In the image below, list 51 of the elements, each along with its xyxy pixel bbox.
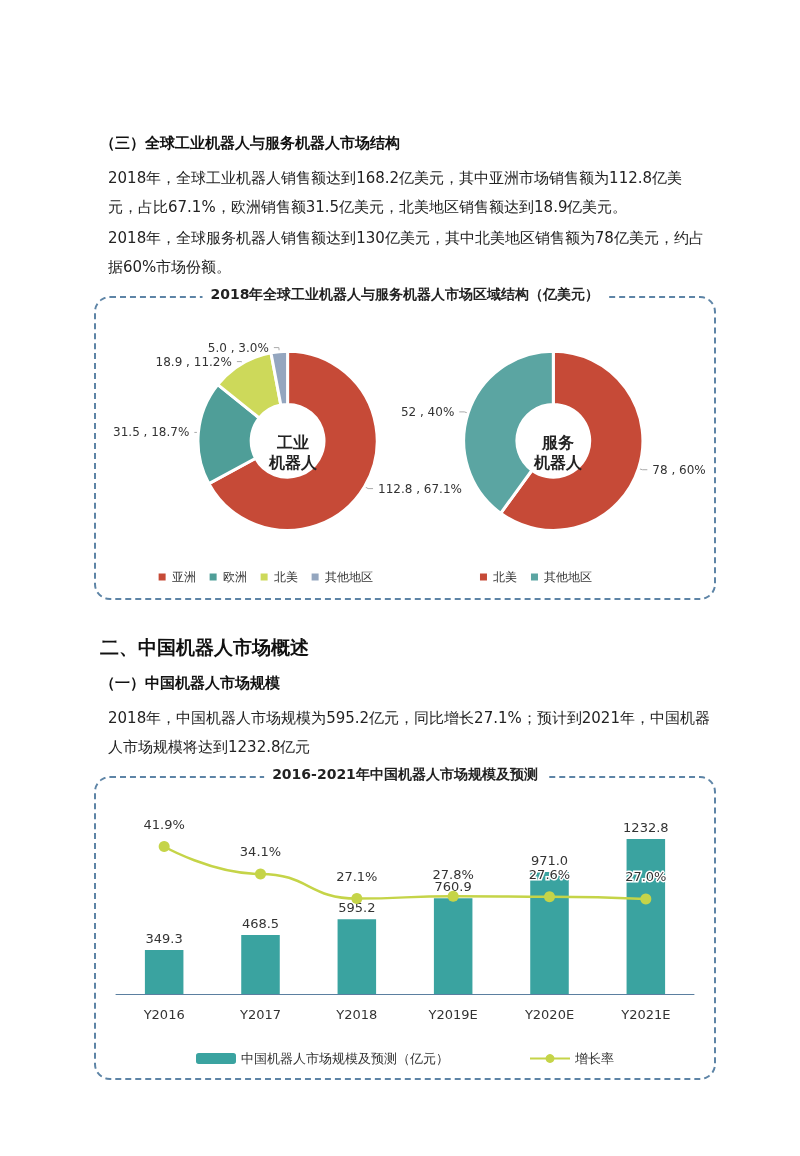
legend-label: 欧洲 [222,570,247,584]
point [544,891,555,903]
text: 2018年，全球工业机器人销售额达到168.2亿美元，其中亚洲市场销售额为112.8亿美元，占比67.1%，欧洲销售额31.5亿美元，北美地区销售额达到18.9亿美元。 [108,168,684,218]
data-label: 5.0 , 3.0% [207,340,269,355]
x-tick-label: Y2021E [620,1007,671,1022]
bar [144,950,184,994]
legend-label: 北美 [492,570,517,584]
data-label: 349.3 [145,931,183,947]
text: 二、中国机器人市场概述 [100,635,310,660]
data-label: 595.2 [338,900,376,916]
bar [337,919,377,994]
point [640,893,652,905]
data-label: 468.5 [241,916,280,932]
chart-title: 2016-2021年中国机器人市场规模及预测 [264,766,546,784]
data-label: 34.1% [239,844,282,860]
data-label: 27.8% [432,866,474,882]
x-tick-label: Y2019E [427,1007,478,1022]
legend-label: 增长率 [574,1051,614,1066]
legend-label: 中国机器人市场规模及预测（亿元） [241,1051,449,1066]
data-label: 760.9 [434,879,472,895]
text: （三）全球工业机器人与服务机器人市场结构 [100,133,401,154]
legend-label: 其他地区 [324,570,373,584]
bar [530,871,569,994]
text: （一）中国机器人市场规模 [100,673,281,694]
legend-label: 亚洲 [171,570,196,584]
data-label: 27.1% [336,869,378,885]
data-label: 52 , 40% [400,404,455,419]
chart-title: 2018年全球工业机器人与服务机器人市场区域结构（亿美元） [202,286,608,304]
bar [626,839,666,994]
text: 工业机器人 [267,432,318,472]
data-label: 971.0 [530,852,569,868]
data-label: 31.5 , 18.7% [113,425,190,440]
data-label: 112.8 , 67.1% [378,481,462,496]
data-label: 18.9 , 11.2% [155,354,232,369]
x-tick-label: Y2016 [142,1007,185,1022]
text: 服务机器人 [533,432,584,472]
bar [241,935,280,994]
point [255,868,266,880]
text: 2018年，全球服务机器人销售额达到130亿美元，其中北美地区销售额为78亿美元，约占据60%市场份额。 [108,228,705,278]
text: 2018年，中国机器人市场规模为595.2亿元，同比增长27.1%；预计到2021年，中国机器人市场规模将达到1232.8亿元 [108,708,710,758]
legend-label: 北美 [273,570,298,584]
x-tick-label: Y2017 [238,1007,282,1022]
data-label: 41.9% [143,817,185,833]
x-tick-label: Y2020E [523,1007,575,1022]
legend-label: 其他地区 [543,570,592,584]
data-label: 78 , 60% [652,462,706,477]
bar [433,898,473,994]
point [158,841,170,853]
point [447,890,459,902]
data-label: 1232.8 [623,820,669,836]
x-tick-label: Y2018 [335,1007,378,1022]
